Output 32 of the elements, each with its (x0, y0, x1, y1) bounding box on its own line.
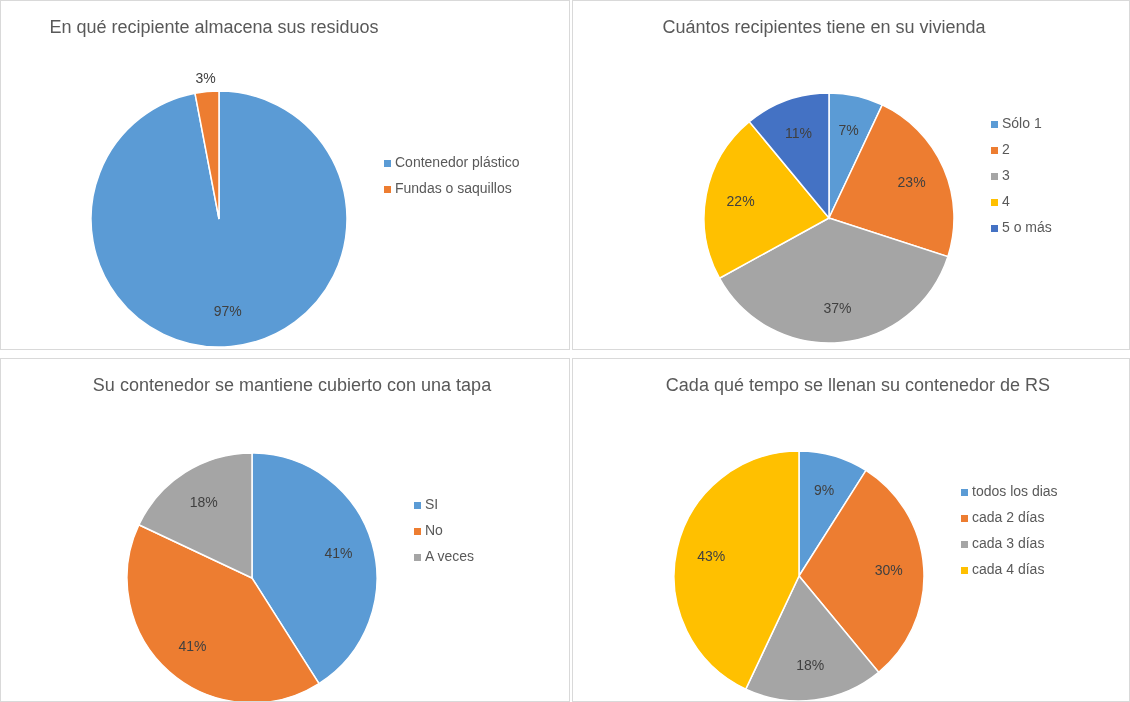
data-label: 23% (897, 174, 926, 191)
data-label: 97% (213, 302, 242, 319)
data-label: 9% (813, 481, 835, 498)
data-label: 18% (796, 657, 825, 674)
legend-label: 5 o más (1002, 219, 1052, 235)
data-label: 41% (178, 637, 207, 654)
legend-label: Sólo 1 (1002, 115, 1042, 131)
chart-title: Cada qué tempo se llenan su contenedor de RS (664, 374, 1052, 397)
legend-label: 2 (1002, 141, 1010, 157)
legend-label: Fundas o saquillos (395, 180, 512, 196)
legend-label: Contenedor plástico (395, 154, 520, 170)
legend-label: cada 2 días (972, 509, 1045, 525)
data-label: 30% (874, 562, 903, 579)
data-label: 22% (726, 193, 755, 210)
legend-label: 4 (1002, 193, 1010, 209)
data-label: 3% (195, 69, 216, 86)
data-label: 37% (823, 299, 852, 316)
chart-title: En qué recipiente almacena sus residuos (48, 16, 380, 39)
data-label: 7% (838, 122, 859, 139)
chart-title: Cuántos recipientes tiene en su vivienda (661, 16, 987, 39)
legend-label: cada 3 días (972, 535, 1045, 551)
data-label: 18% (189, 494, 218, 511)
data-label: 41% (324, 544, 353, 561)
data-label: 11% (785, 125, 813, 142)
legend-label: A veces (425, 548, 475, 564)
chart-title: Su contenedor se mantiene cubierto con una tapa (91, 374, 493, 397)
legend-label: cada 4 días (972, 561, 1045, 577)
legend-label: SI (425, 496, 439, 512)
legend-label: No (425, 522, 443, 538)
legend-label: todos los dias (972, 483, 1058, 499)
legend-label: 3 (1002, 167, 1010, 183)
data-label: 43% (697, 548, 726, 565)
